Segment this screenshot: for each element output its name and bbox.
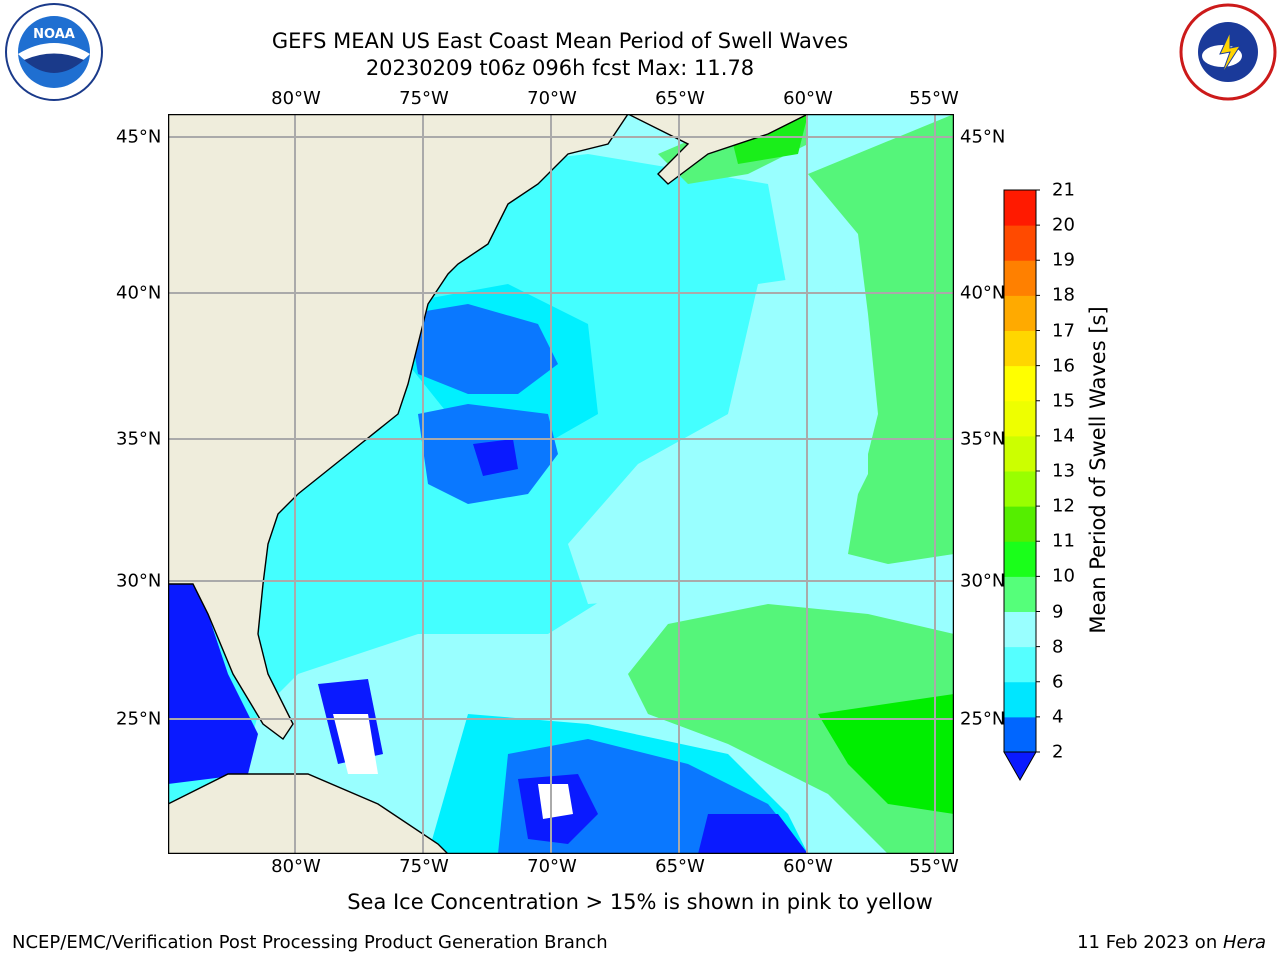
colorbar-segment xyxy=(1004,225,1036,261)
colorbar-segment xyxy=(1004,611,1036,648)
chart-subtitle: 20230209 t06z 096h fcst Max: 11.78 xyxy=(365,56,755,80)
colorbar-tick-label: 13 xyxy=(1052,460,1075,482)
lat-label-right: 35°N xyxy=(960,428,1006,450)
footer-date: 11 Feb 2023 on xyxy=(1077,932,1223,953)
colorbar-segment xyxy=(1004,295,1036,331)
colorbar-label: Mean Period of Swell Waves [s] xyxy=(1086,306,1110,634)
caribbean-white xyxy=(538,784,573,819)
colorbar-tick-label: 6 xyxy=(1052,671,1064,693)
colorbar-segment xyxy=(1004,646,1036,683)
lon-label-bottom: 70°W xyxy=(527,856,577,877)
chart-title: GEFS MEAN US East Coast Mean Period of S… xyxy=(271,29,849,53)
colorbar-segment xyxy=(1004,471,1036,507)
colorbar-tick-label: 15 xyxy=(1052,390,1075,412)
lat-label-right: 25°N xyxy=(960,708,1006,730)
colorbar-segment xyxy=(1004,576,1036,612)
lon-label-top: 75°W xyxy=(399,88,449,109)
bahamas-white xyxy=(333,714,378,774)
lon-label-top: 55°W xyxy=(909,88,959,109)
footer-right: 11 Feb 2023 on Hera xyxy=(1077,932,1266,953)
colorbar-segment xyxy=(1004,681,1036,718)
colorbar xyxy=(1000,186,1040,786)
lat-label-left: 45°N xyxy=(116,126,162,148)
colorbar-segment xyxy=(1004,365,1036,402)
colorbar-extension xyxy=(1003,751,1037,782)
blue-mab xyxy=(408,304,558,394)
bright-green-south xyxy=(818,694,954,814)
colorbar-tick-label: 18 xyxy=(1052,284,1075,306)
lat-label-right: 40°N xyxy=(960,282,1006,304)
blue-florida xyxy=(168,584,258,784)
green-east xyxy=(808,114,954,564)
lat-label-left: 30°N xyxy=(116,570,162,592)
colorbar-segment xyxy=(1004,190,1036,226)
lon-label-bottom: 55°W xyxy=(909,856,959,877)
lat-label-left: 35°N xyxy=(116,428,162,450)
colorbar-segment xyxy=(1004,400,1036,437)
colorbar-segment xyxy=(1004,260,1036,296)
deep-blue-offshore xyxy=(473,439,518,476)
colorbar-tick-label: 10 xyxy=(1052,565,1075,587)
colorbar-segment xyxy=(1004,716,1036,753)
lat-label-right: 45°N xyxy=(960,126,1006,148)
colorbar-tick-label: 19 xyxy=(1052,249,1075,271)
colorbar-segment xyxy=(1004,435,1036,472)
green-south xyxy=(628,604,954,854)
nws-logo xyxy=(1178,2,1278,102)
lat-label-left: 40°N xyxy=(116,282,162,304)
lon-label-top: 60°W xyxy=(783,88,833,109)
colorbar-tick-label: 2 xyxy=(1052,741,1064,763)
noaa-logo: NOAA xyxy=(4,2,104,102)
colorbar-tick-label: 4 xyxy=(1052,706,1064,728)
colorbar-tick-label: 11 xyxy=(1052,530,1075,552)
colorbar-tick-label: 20 xyxy=(1052,214,1075,236)
lon-label-bottom: 65°W xyxy=(655,856,705,877)
lon-label-top: 65°W xyxy=(655,88,705,109)
lat-label-left: 25°N xyxy=(116,708,162,730)
colorbar-tick-label: 8 xyxy=(1052,636,1064,658)
lon-label-bottom: 75°W xyxy=(399,856,449,877)
colorbar-segment xyxy=(1004,541,1036,577)
lon-label-bottom: 80°W xyxy=(271,856,321,877)
land-nova-scotia xyxy=(627,113,809,185)
map-svg xyxy=(167,113,955,855)
footer-host: Hera xyxy=(1222,932,1266,953)
colorbar-tick-label: 16 xyxy=(1052,355,1075,377)
map-panel xyxy=(167,113,955,855)
colorbar-segment xyxy=(1004,330,1036,367)
lat-label-right: 30°N xyxy=(960,570,1006,592)
noaa-logo-text: NOAA xyxy=(33,27,75,42)
graticule xyxy=(168,114,954,854)
colorbar-tick-label: 17 xyxy=(1052,320,1075,341)
lon-label-top: 70°W xyxy=(527,88,577,109)
lon-label-bottom: 60°W xyxy=(783,856,833,877)
colorbar-tick-label: 12 xyxy=(1052,495,1075,517)
colorbar-segment xyxy=(1004,506,1036,542)
colorbar-tick-label: 14 xyxy=(1052,425,1075,447)
cyan-band xyxy=(168,154,788,854)
sea-ice-note: Sea Ice Concentration > 15% is shown in … xyxy=(347,890,933,914)
colorbar-tick-label: 21 xyxy=(1052,179,1075,201)
land-north-america xyxy=(167,113,630,741)
lon-label-top: 80°W xyxy=(271,88,321,109)
deep-blue-se xyxy=(698,814,808,854)
footer-left: NCEP/EMC/Verification Post Processing Pr… xyxy=(12,932,608,953)
colorbar-tick-label: 9 xyxy=(1052,601,1064,622)
